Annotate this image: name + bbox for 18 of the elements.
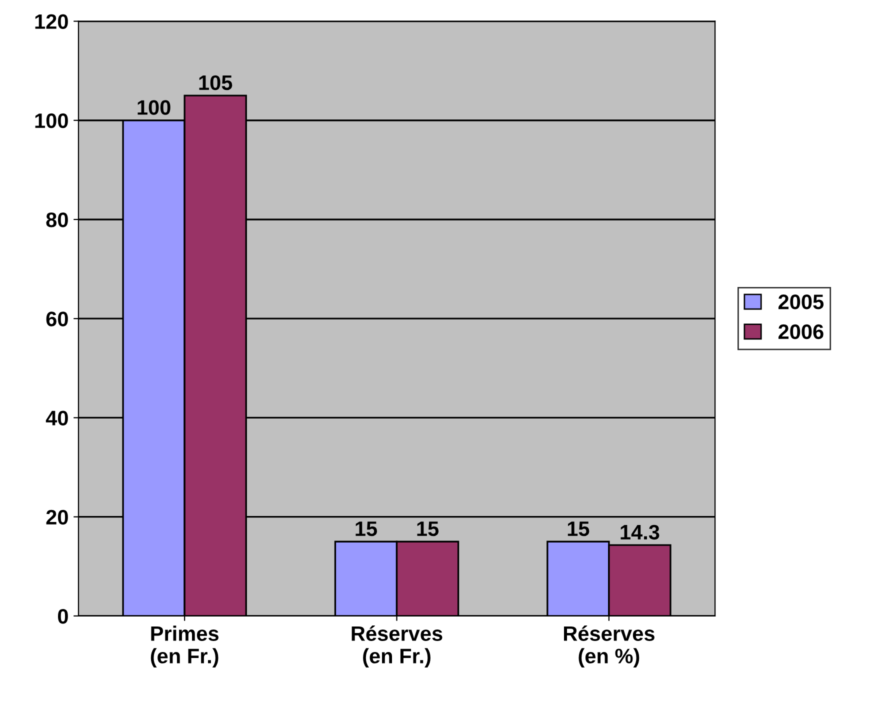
y-tick-label: 120	[35, 14, 68, 29]
x-tick-label: Réserves (en Fr.)	[352, 626, 442, 668]
data-label: 15	[417, 522, 439, 536]
data-label: 14.3	[620, 524, 660, 540]
y-tick-label: 20	[46, 510, 68, 525]
data-label: 100	[138, 100, 170, 115]
legend-label: 2006	[778, 324, 824, 340]
x-tick-label: Primes (en Fr.)	[150, 626, 218, 668]
data-label: 15	[568, 522, 590, 536]
y-tick-label: 60	[46, 312, 68, 326]
y-tick-label: 100	[35, 113, 68, 128]
data-label: 105	[199, 75, 232, 90]
data-label: 15	[356, 522, 377, 536]
y-tick-label: 40	[46, 410, 68, 426]
legend-label: 2005	[778, 294, 824, 310]
x-tick-label: Réserves (en %)	[564, 626, 654, 668]
y-tick-label: 0	[58, 608, 68, 624]
y-tick-label: 80	[46, 212, 68, 228]
